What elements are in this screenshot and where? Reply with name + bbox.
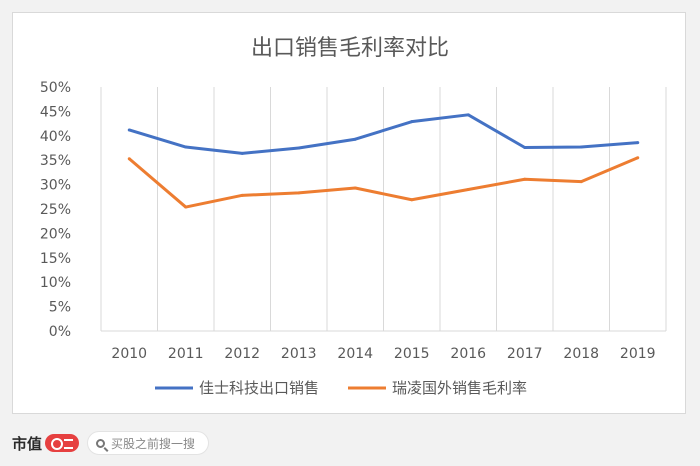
data-point xyxy=(579,145,583,149)
data-point xyxy=(636,141,640,145)
y-tick-label: 10% xyxy=(40,275,71,291)
x-tick-label: 2012 xyxy=(224,346,260,362)
data-point xyxy=(240,151,244,155)
data-point xyxy=(353,137,357,141)
y-tick-label: 30% xyxy=(40,178,71,194)
x-tick-label: 2014 xyxy=(337,346,373,362)
data-point xyxy=(410,120,414,124)
x-tick-label: 2016 xyxy=(450,346,486,362)
data-point xyxy=(127,157,131,161)
series-line-2 xyxy=(128,156,639,209)
search-icon xyxy=(96,438,106,448)
brand-logo-text: 市值 xyxy=(12,434,43,453)
y-tick-label: 35% xyxy=(40,153,71,169)
data-point xyxy=(127,128,131,132)
x-tick-label: 2013 xyxy=(281,346,317,362)
data-point xyxy=(297,146,301,150)
x-tick-label: 2018 xyxy=(563,346,599,362)
data-point xyxy=(523,146,527,150)
data-point xyxy=(353,186,357,190)
legend-label: 佳士科技出口销售 xyxy=(199,379,319,397)
y-tick-label: 45% xyxy=(40,104,71,120)
line-chart: 出口销售毛利率对比 0% 5% 10% 15% 20% 25% 30% 35% 40% 45% 50… xyxy=(40,36,667,397)
data-point xyxy=(579,180,583,184)
data-point xyxy=(410,198,414,202)
data-point xyxy=(184,145,188,149)
brand-logo-mark xyxy=(45,434,80,452)
y-tick-label: 40% xyxy=(40,129,71,145)
y-tick-label: 5% xyxy=(49,300,71,316)
footer-bar: 市值 买股之前搜一搜 xyxy=(12,428,612,458)
x-tick-label: 2019 xyxy=(620,346,656,362)
x-tick-label: 2015 xyxy=(394,346,430,362)
data-point xyxy=(466,113,470,117)
chart-card: 出口销售毛利率对比 0% 5% 10% 15% 20% 25% 30% 35% 40% 45% 50… xyxy=(12,12,686,414)
legend-label: 瑞凌国外销售毛利率 xyxy=(392,379,527,397)
x-tick-label: 2010 xyxy=(111,346,147,362)
data-point xyxy=(184,205,188,209)
data-point xyxy=(297,191,301,195)
x-tick-label: 2011 xyxy=(168,346,204,362)
data-point xyxy=(240,193,244,197)
search-placeholder: 买股之前搜一搜 xyxy=(111,436,196,451)
y-tick-label: 50% xyxy=(40,80,71,96)
data-point xyxy=(636,156,640,160)
x-tick-label: 2017 xyxy=(507,346,543,362)
series-line-1 xyxy=(128,113,638,155)
y-tick-label: 20% xyxy=(40,226,71,242)
y-tick-label: 0% xyxy=(49,324,71,340)
search-box[interactable]: 买股之前搜一搜 xyxy=(87,431,210,455)
y-tick-label: 15% xyxy=(40,251,71,267)
data-point xyxy=(523,177,527,181)
y-tick-label: 25% xyxy=(40,202,71,218)
data-point xyxy=(466,187,470,191)
chart-title: 出口销售毛利率对比 xyxy=(251,36,449,61)
